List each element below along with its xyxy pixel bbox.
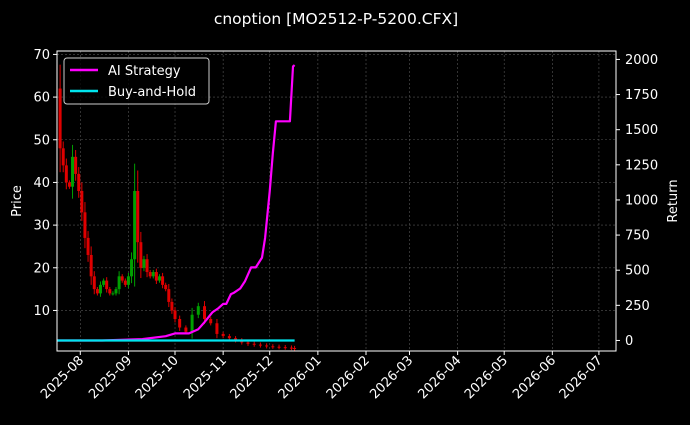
y-right-tick-label: 1750 xyxy=(625,88,658,103)
price-candle xyxy=(71,156,75,187)
price-candle xyxy=(148,272,152,277)
series-line-ai-strategy xyxy=(57,64,296,342)
price-candle xyxy=(265,345,269,347)
price-candle xyxy=(80,190,84,213)
price-candle xyxy=(102,280,106,285)
price-candle xyxy=(130,259,134,277)
price-candle xyxy=(234,338,238,341)
y-left-tick-label: 50 xyxy=(33,133,50,148)
legend-box xyxy=(63,57,210,105)
y-right-tick-label: 750 xyxy=(625,229,650,244)
price-candles xyxy=(58,64,297,351)
chart-title: cnoption [MO2512-P-5200.CFX] xyxy=(214,10,458,28)
price-candle xyxy=(117,276,121,290)
y-left-tick-label: 70 xyxy=(33,48,50,63)
y-left-tick-label: 40 xyxy=(33,176,50,191)
price-candle xyxy=(61,148,65,166)
price-candle xyxy=(221,333,225,337)
price-candle xyxy=(289,347,293,349)
legend: AI Strategy Buy-and-Hold xyxy=(63,57,210,105)
price-candle xyxy=(190,314,194,332)
y-axis-left-label: Price xyxy=(10,185,25,217)
price-candle xyxy=(196,306,200,315)
y-right-tick-label: 0 xyxy=(625,334,633,349)
price-candle xyxy=(95,289,99,294)
price-candle xyxy=(58,88,62,149)
y-axis-left: 10 20 30 40 50 60 70 xyxy=(33,48,57,319)
y-left-tick-label: 20 xyxy=(33,261,50,276)
y-axis-right-label: Return xyxy=(666,179,681,222)
price-candle xyxy=(108,289,112,294)
y-axis-right: 0 250 500 750 1000 1250 1500 1750 2000 xyxy=(616,53,658,349)
y-right-tick-label: 1250 xyxy=(625,158,658,173)
price-candle xyxy=(126,276,130,285)
plot-frame xyxy=(56,50,617,352)
legend-label-buy-and-hold: Buy-and-Hold xyxy=(108,85,196,100)
price-candle xyxy=(133,190,137,260)
price-candle xyxy=(120,276,124,281)
price-candle xyxy=(215,323,219,334)
price-candle xyxy=(252,343,256,345)
price-candle xyxy=(105,280,109,290)
price-candle xyxy=(167,289,171,302)
price-candle xyxy=(173,310,177,319)
price-candle xyxy=(98,284,102,294)
price-candle xyxy=(277,346,281,348)
y-left-tick-label: 10 xyxy=(33,304,50,319)
price-candle xyxy=(203,306,207,319)
y-left-tick-label: 30 xyxy=(33,219,50,234)
price-candle xyxy=(283,347,287,349)
y-right-tick-label: 2000 xyxy=(625,53,658,68)
y-right-tick-label: 250 xyxy=(625,299,650,314)
price-candle xyxy=(67,182,71,187)
price-candle xyxy=(74,156,78,174)
price-candle xyxy=(142,259,146,268)
price-candle xyxy=(154,272,158,281)
price-candle xyxy=(139,242,143,268)
y-left-tick-label: 60 xyxy=(33,91,50,106)
price-candle xyxy=(293,348,297,350)
price-candle xyxy=(271,346,275,348)
price-candle xyxy=(164,284,168,290)
y-right-tick-label: 500 xyxy=(625,264,650,279)
price-candle xyxy=(89,254,93,277)
price-candle xyxy=(227,336,231,339)
price-candle xyxy=(161,276,165,285)
price-candle xyxy=(86,237,90,255)
price-candle xyxy=(92,276,96,290)
price-candle xyxy=(114,289,118,294)
legend-label-ai-strategy: AI Strategy xyxy=(108,64,181,79)
price-candle xyxy=(178,318,182,328)
price-candle xyxy=(83,212,87,238)
price-candle xyxy=(258,344,262,346)
price-candle xyxy=(136,190,140,243)
price-candle xyxy=(170,301,174,311)
y-right-tick-label: 1000 xyxy=(625,193,658,208)
price-candle xyxy=(111,293,115,295)
price-candle xyxy=(123,280,127,285)
price-candle xyxy=(246,342,250,344)
price-candle xyxy=(184,327,188,332)
price-candle xyxy=(151,272,155,277)
return-lines xyxy=(57,64,296,342)
price-candle xyxy=(209,318,213,324)
price-candle xyxy=(157,276,161,281)
y-right-tick-label: 1500 xyxy=(625,123,658,138)
price-candle xyxy=(145,259,149,273)
price-candle xyxy=(77,173,81,191)
price-candle xyxy=(64,165,68,183)
